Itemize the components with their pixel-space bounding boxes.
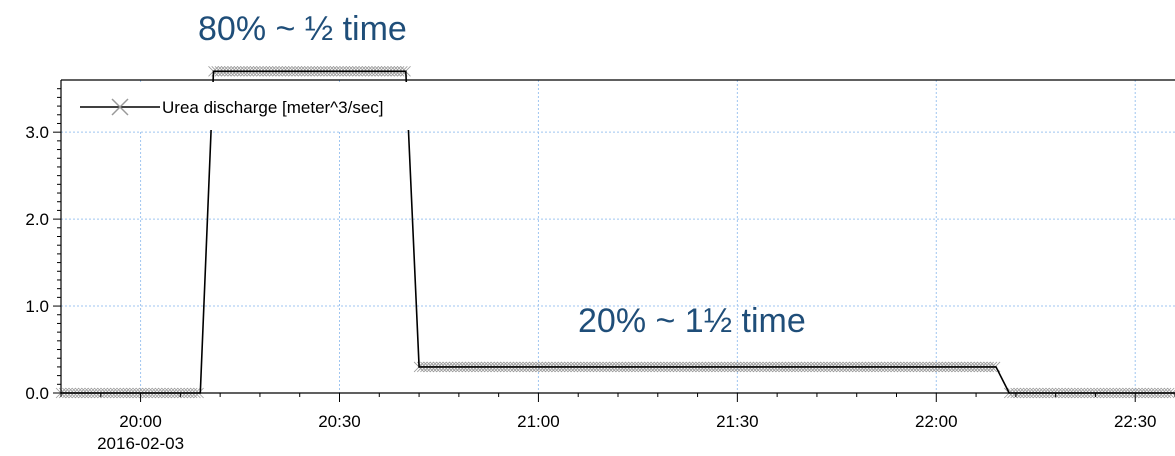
x-tick-label: 20:00 [119,412,162,431]
x-tick-label: 22:00 [915,412,958,431]
x-tick-label: 22:30 [1114,412,1157,431]
x-tick-label: 21:00 [517,412,560,431]
annotation-top: 80% ~ ½ time [198,10,407,48]
y-tick-label: 1.0 [25,297,49,316]
series-layer [55,66,1175,399]
x-tick-label: 20:30 [318,412,361,431]
legend-label: Urea discharge [meter^3/sec] [162,98,384,117]
legend-box [63,82,441,130]
legend-marker-2 [111,98,129,116]
y-tick-label: 0.0 [25,384,49,403]
grid [61,80,1175,393]
x-date-label: 2016-02-03 [97,434,184,453]
series-line [61,70,1175,394]
y-tick-label: 2.0 [25,210,49,229]
annotation-middle: 20% ~ 1½ time [578,302,806,340]
legend: Urea discharge [meter^3/sec] [63,82,441,130]
y-tick-label: 3.0 [25,123,49,142]
x-tick-label: 21:30 [716,412,759,431]
axes: 20:00 20:30 21:00 21:30 22:00 22:30 2016-02-03… [25,79,1175,453]
